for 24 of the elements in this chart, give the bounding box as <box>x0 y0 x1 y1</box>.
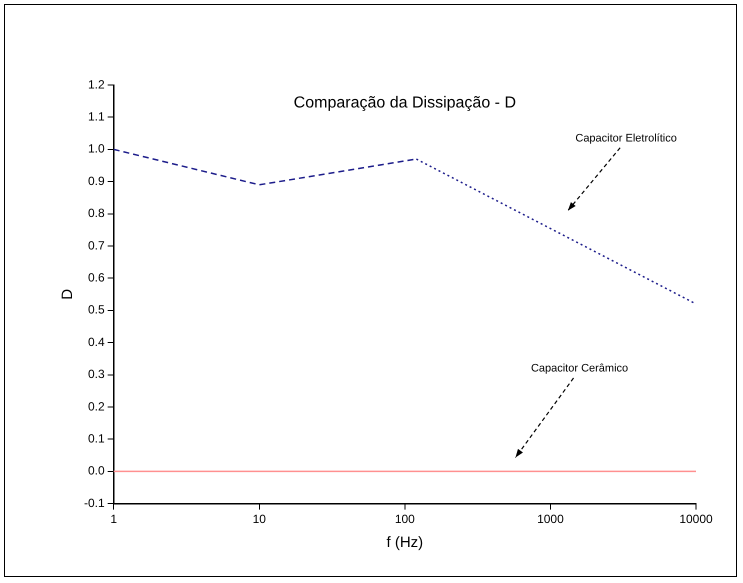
x-axis-title: f (Hz) <box>386 534 424 552</box>
y-tick-label: 0.3 <box>88 367 105 382</box>
y-tick-label: 0.8 <box>88 206 105 220</box>
y-tick-label: 1.1 <box>88 110 105 124</box>
y-tick-label: 0.7 <box>88 238 105 252</box>
y-tick-label: 0.9 <box>88 174 105 188</box>
y-tick-label: 1.2 <box>88 77 105 92</box>
y-tick-label: -0.1 <box>84 496 105 510</box>
x-tick-label: 100 <box>394 512 416 526</box>
text: Comparação da Dissipação - D <box>294 94 516 112</box>
y-tick-label: 0.4 <box>88 334 105 349</box>
y-tick-label: 0.1 <box>88 432 105 446</box>
y-axis-title: D <box>59 288 76 300</box>
x-tick-label: 10000 <box>679 512 714 526</box>
y-tick-label: 0.0 <box>88 464 105 478</box>
x-tick-label: 10 <box>252 512 266 526</box>
y-tick-label: 0.2 <box>88 399 105 414</box>
y-tick-label: 0.5 <box>88 302 105 317</box>
x-tick-label: 1000 <box>537 512 564 526</box>
y-tick-label: 0.6 <box>88 270 105 285</box>
annotation: Capacitor Eletrolítico <box>575 132 677 144</box>
y-tick-label: 1.0 <box>88 142 105 156</box>
x-tick-label: 1 <box>110 512 118 526</box>
annotation: Capacitor Cerâmico <box>530 362 628 375</box>
